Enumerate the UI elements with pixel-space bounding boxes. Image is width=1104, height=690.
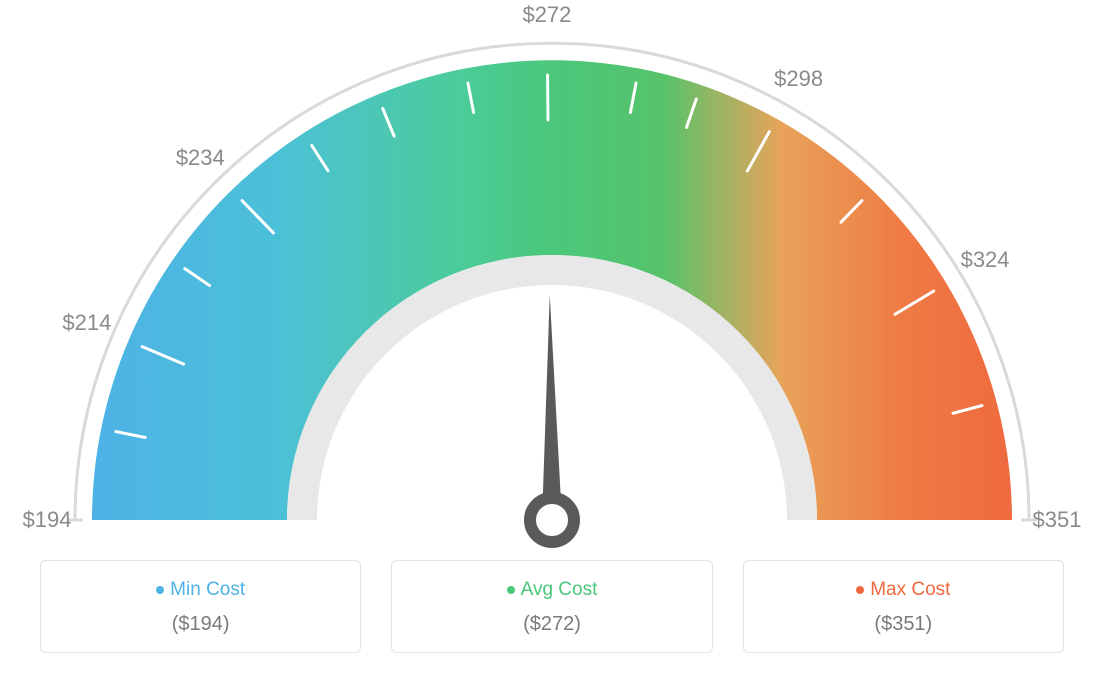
gauge-area: $194 $214 $234 $272 $298 $324 $351 <box>0 0 1104 560</box>
gauge-tick-label: $298 <box>774 66 823 92</box>
legend-value-max: ($351) <box>754 613 1053 636</box>
gauge-tick-label: $194 <box>23 507 72 533</box>
legend-value-min: ($194) <box>51 613 350 636</box>
legend-dot-min <box>156 586 164 594</box>
legend-title-text-min: Min Cost <box>170 579 245 600</box>
gauge-tick-label: $272 <box>522 2 571 28</box>
legend-card-avg: Avg Cost ($272) <box>391 560 712 653</box>
gauge-svg <box>0 0 1104 560</box>
legend-title-max: Max Cost <box>754 579 1053 601</box>
legend-title-text-avg: Avg Cost <box>521 579 598 600</box>
legend-title-avg: Avg Cost <box>402 579 701 601</box>
chart-container: $194 $214 $234 $272 $298 $324 $351 Min Cost ($… <box>0 0 1104 690</box>
gauge-tick-label: $351 <box>1033 507 1082 533</box>
legend-card-min: Min Cost ($194) <box>40 560 361 653</box>
legend-title-text-max: Max Cost <box>870 579 950 600</box>
gauge-tick-label: $234 <box>176 145 225 171</box>
legend-card-max: Max Cost ($351) <box>743 560 1064 653</box>
legend-row: Min Cost ($194) Avg Cost ($272) Max Cost… <box>0 560 1104 653</box>
legend-title-min: Min Cost <box>51 579 350 601</box>
legend-dot-avg <box>507 586 515 594</box>
legend-dot-max <box>856 586 864 594</box>
legend-value-avg: ($272) <box>402 613 701 636</box>
gauge-tick-label: $324 <box>961 247 1010 273</box>
gauge-tick-label: $214 <box>62 310 111 336</box>
